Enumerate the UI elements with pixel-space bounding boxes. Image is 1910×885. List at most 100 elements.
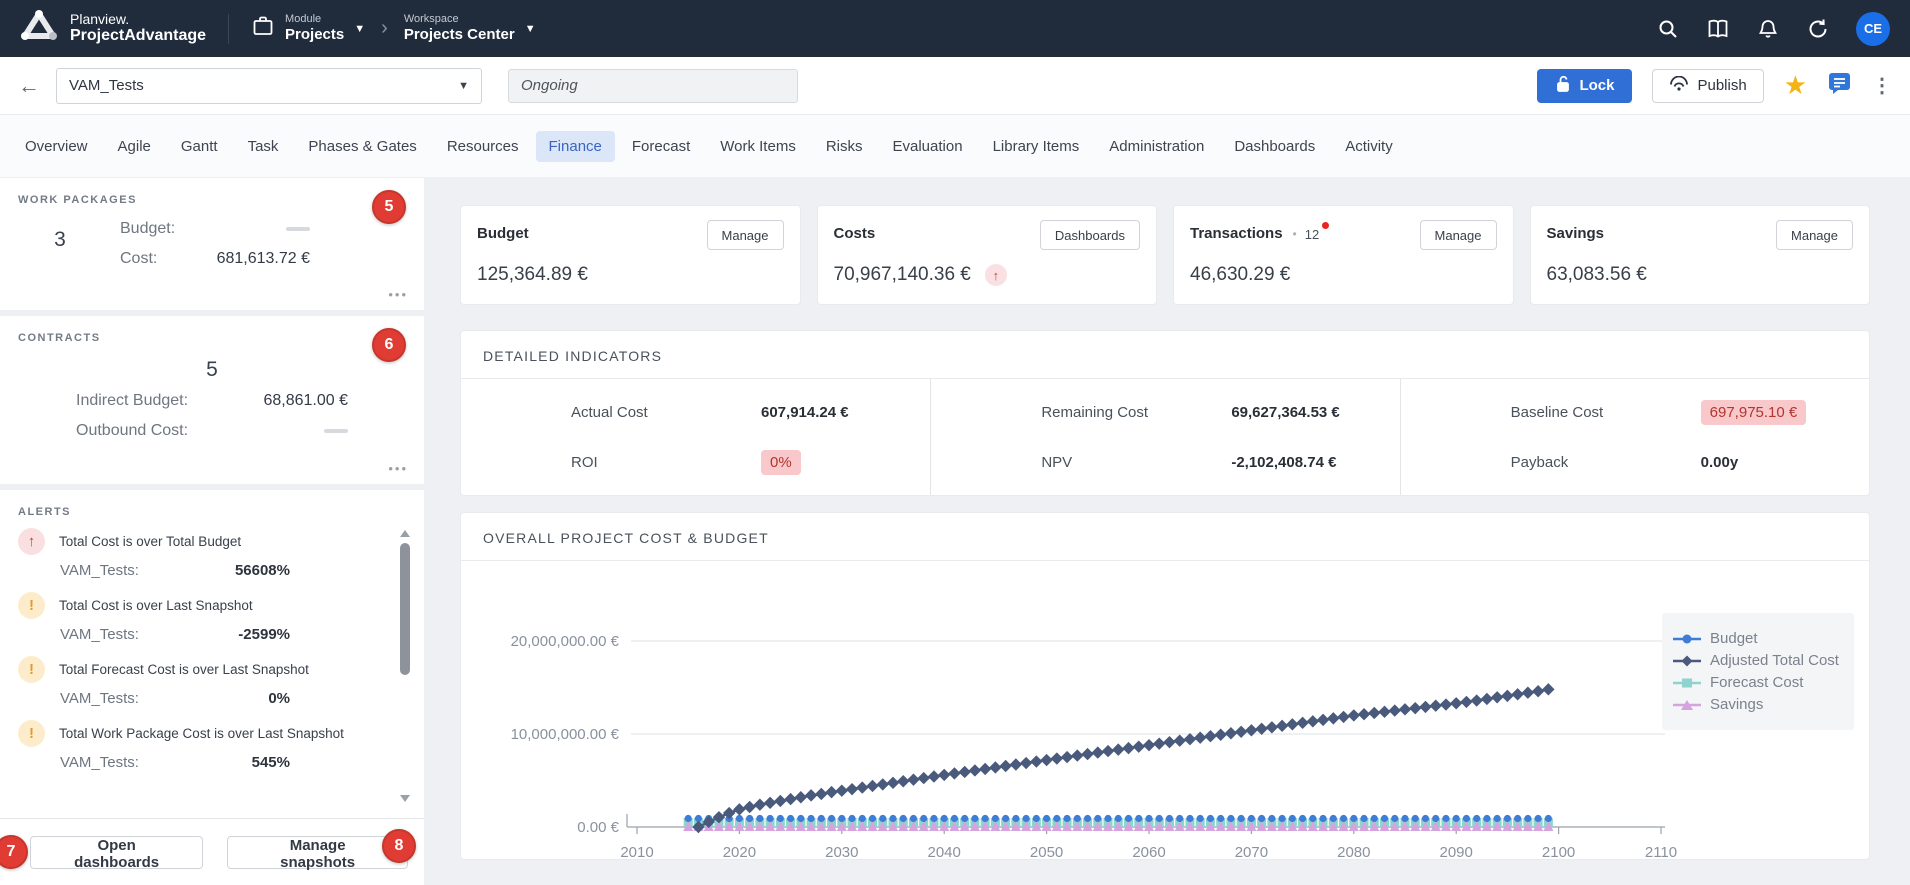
legend-label: Adjusted Total Cost	[1710, 652, 1839, 669]
transactions-count: 12	[1305, 227, 1319, 242]
tab-evaluation[interactable]: Evaluation	[880, 131, 976, 162]
legend-marker-icon	[1672, 654, 1702, 668]
alert-value: 56608%	[235, 562, 390, 579]
topbar-divider	[228, 14, 229, 44]
sidebar-footer: 7 Open dashboards Manage snapshots 8	[0, 818, 424, 885]
tab-phases-gates[interactable]: Phases & Gates	[295, 131, 429, 162]
svg-text:2050: 2050	[1030, 844, 1063, 861]
tab-agile[interactable]: Agile	[105, 131, 164, 162]
tab-task[interactable]: Task	[235, 131, 292, 162]
tab-forecast[interactable]: Forecast	[619, 131, 703, 162]
workspace-selector[interactable]: Workspace Projects Center ▼	[404, 13, 536, 44]
work-packages-title: WORK PACKAGES	[0, 178, 424, 206]
favorite-star-icon[interactable]: ★	[1784, 70, 1807, 101]
transactions-value: 46,630.29 €	[1190, 264, 1497, 286]
module-value: Projects	[285, 26, 344, 44]
scroll-up-arrow-icon[interactable]	[400, 530, 410, 537]
empty-value-dash	[324, 429, 348, 433]
cost-budget-chart-panel: OVERALL PROJECT COST & BUDGET 0.00 €10,0…	[460, 512, 1870, 860]
brand-line1: Planview.	[70, 11, 206, 27]
warning-icon: !	[18, 592, 45, 619]
svg-text:2020: 2020	[723, 844, 756, 861]
legend-item-adjusted-total-cost[interactable]: Adjusted Total Cost	[1672, 652, 1844, 669]
contracts-badge[interactable]: 6	[372, 328, 406, 362]
publish-button[interactable]: Publish	[1652, 69, 1763, 103]
alert-title: Total Work Package Cost is over Last Sna…	[59, 726, 344, 741]
wp-budget-row: Budget:	[120, 220, 310, 238]
budget-value: 125,364.89 €	[477, 264, 784, 286]
chart-legend: Budget Adjusted Total Cost Forecast Cost Sa…	[1662, 613, 1854, 730]
alert-value: 545%	[252, 754, 390, 771]
svg-text:2110: 2110	[1645, 844, 1677, 861]
budget-manage-button[interactable]: Manage	[707, 220, 784, 250]
manage-snapshots-button[interactable]: Manage snapshots	[227, 836, 408, 869]
warning-icon: !	[18, 656, 45, 683]
legend-item-savings[interactable]: Savings	[1672, 696, 1844, 713]
feedback-chat-icon[interactable]	[1827, 71, 1852, 100]
module-selector[interactable]: Module Projects ▼	[251, 13, 365, 44]
more-options-ellipsis-icon[interactable]: •••	[388, 287, 408, 302]
more-options-kebab-icon[interactable]: ⋮	[1872, 73, 1892, 98]
status-field[interactable]: Ongoing	[508, 69, 798, 103]
svg-text:2080: 2080	[1337, 844, 1370, 861]
alert-target: VAM_Tests:	[60, 690, 139, 707]
lock-button[interactable]: Lock	[1537, 69, 1632, 103]
indicator-payback: Payback 0.00y	[1401, 437, 1869, 487]
scroll-down-arrow-icon[interactable]	[400, 795, 410, 802]
legend-marker-icon	[1672, 698, 1702, 712]
transactions-card: Transactions • 12 Manage 46,630.29 €	[1173, 205, 1514, 305]
alert-item[interactable]: ! Total Cost is over Last Snapshot VAM_Tes…	[18, 592, 390, 643]
search-icon[interactable]	[1656, 17, 1680, 41]
book-icon[interactable]	[1706, 17, 1730, 41]
transactions-manage-button[interactable]: Manage	[1420, 220, 1497, 250]
card-title: Savings	[1547, 220, 1605, 242]
alert-value: -2599%	[238, 626, 390, 643]
user-avatar[interactable]: CE	[1856, 12, 1890, 46]
work-packages-badge[interactable]: 5	[372, 190, 406, 224]
tab-administration[interactable]: Administration	[1096, 131, 1217, 162]
scrollbar-thumb[interactable]	[400, 543, 410, 675]
back-arrow-icon[interactable]: ←	[18, 73, 40, 99]
more-options-ellipsis-icon[interactable]: •••	[388, 461, 408, 476]
bell-icon[interactable]	[1756, 17, 1780, 41]
briefcase-icon	[251, 14, 275, 43]
summary-cards-row: Budget Manage 125,364.89 € Costs Dashboa…	[460, 205, 1870, 305]
indicator-actual-cost: Actual Cost 607,914.24 €	[461, 387, 930, 437]
alerts-scrollbar[interactable]	[398, 530, 412, 802]
alerts-card: ALERTS ↑Total Cost is over Total BudgetV…	[0, 490, 424, 818]
open-dashboards-badge[interactable]: 7	[0, 835, 28, 869]
manage-snapshots-badge[interactable]: 8	[382, 829, 416, 863]
arrow-up-red-icon: ↑	[18, 528, 45, 555]
detailed-indicators-panel: DETAILED INDICATORS Actual Cost 607,914.…	[460, 330, 1870, 496]
project-name: VAM_Tests	[69, 77, 144, 94]
chevron-down-icon: ▼	[525, 23, 536, 35]
tab-activity[interactable]: Activity	[1332, 131, 1406, 162]
alert-item[interactable]: ↑Total Cost is over Total BudgetVAM_Test…	[18, 528, 390, 579]
legend-marker-icon	[1672, 632, 1702, 646]
indicator-roi: ROI 0%	[461, 437, 930, 487]
open-dashboards-button[interactable]: Open dashboards	[30, 836, 203, 869]
project-dropdown[interactable]: VAM_Tests ▼	[56, 68, 482, 104]
tab-overview[interactable]: Overview	[12, 131, 101, 162]
costs-dashboards-button[interactable]: Dashboards	[1040, 220, 1140, 250]
tab-resources[interactable]: Resources	[434, 131, 532, 162]
tab-gantt[interactable]: Gantt	[168, 131, 231, 162]
alert-item[interactable]: ! Total Work Package Cost is over Last Sn…	[18, 720, 390, 771]
costs-card: Costs Dashboards 70,967,140.36 € ↑	[817, 205, 1158, 305]
alert-title: Total Cost is over Last Snapshot	[59, 598, 253, 613]
savings-manage-button[interactable]: Manage	[1776, 220, 1853, 250]
legend-item-budget[interactable]: Budget	[1672, 630, 1844, 647]
tab-work-items[interactable]: Work Items	[707, 131, 809, 162]
alert-target: VAM_Tests:	[60, 626, 139, 643]
tab-risks[interactable]: Risks	[813, 131, 876, 162]
finance-sidebar: 5 WORK PACKAGES 3 Budget: Cost: 681,613.…	[0, 177, 424, 885]
tab-finance[interactable]: Finance	[536, 131, 615, 162]
alert-item[interactable]: !Total Forecast Cost is over Last Snapsh…	[18, 656, 390, 707]
tab-library-items[interactable]: Library Items	[980, 131, 1093, 162]
legend-item-forecast-cost[interactable]: Forecast Cost	[1672, 674, 1844, 691]
indicator-remaining-cost: Remaining Cost 69,627,364.53 €	[931, 387, 1399, 437]
warning-icon: !	[18, 720, 45, 747]
refresh-icon[interactable]	[1806, 17, 1830, 41]
tab-dashboards[interactable]: Dashboards	[1221, 131, 1328, 162]
notification-dot-icon	[1322, 222, 1329, 229]
